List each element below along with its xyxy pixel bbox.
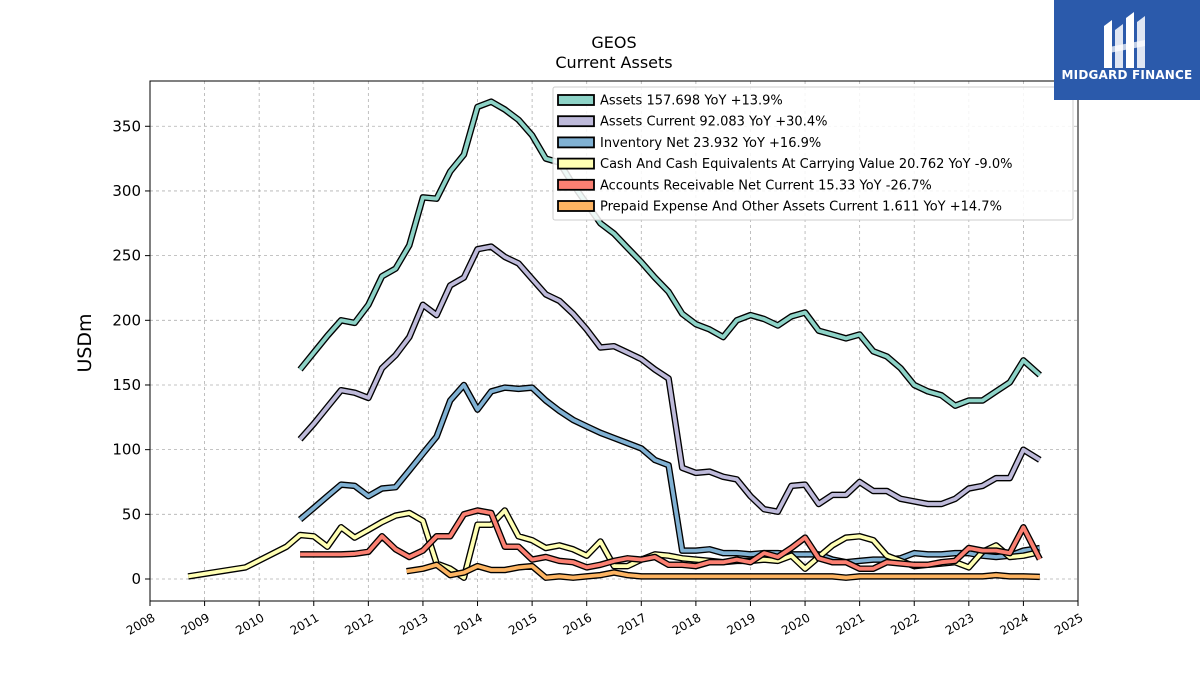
x-tick-label: 2012	[342, 610, 375, 637]
brand-logo: MIDGARD FINANCE	[1054, 0, 1200, 100]
series-line-outline-5	[300, 507, 1043, 572]
y-tick-label: 300	[112, 182, 141, 200]
series-lines	[187, 98, 1043, 581]
midgard-logo-icon	[1104, 12, 1145, 68]
y-tick-label: 350	[112, 117, 141, 135]
brand-name: MIDGARD FINANCE	[1061, 68, 1193, 82]
x-tick-label: 2009	[179, 610, 212, 637]
x-tick-label: 2021	[834, 610, 867, 637]
y-axis-label: USDm	[74, 313, 96, 372]
x-tick-label: 2010	[233, 610, 266, 637]
legend-swatch	[557, 94, 595, 106]
legend-entry: Prepaid Expense And Other Assets Current…	[600, 200, 1002, 215]
y-tick-label: 200	[112, 311, 141, 329]
legend: Assets 157.698 YoY +13.9% Assets Current …	[552, 86, 1074, 221]
legend-swatch	[557, 115, 595, 128]
x-tick-label: 2011	[288, 610, 321, 637]
plot-frame	[149, 80, 1079, 602]
legend-box	[552, 86, 1074, 221]
x-tick-label: 2022	[888, 610, 921, 637]
legend-entry: Assets 157.698 YoY +13.9%	[600, 94, 783, 109]
x-tick-label: 2024	[997, 610, 1030, 637]
y-tick-label: 100	[112, 441, 141, 459]
x-tick-label: 2020	[779, 610, 812, 637]
y-tick-label: 50	[122, 505, 141, 523]
x-tick-label: 2013	[397, 610, 430, 637]
x-tick-label: 2025	[1052, 610, 1085, 637]
y-tick-label: 150	[112, 376, 141, 394]
legend-swatch	[557, 200, 595, 212]
x-tick-label: 2018	[670, 610, 703, 637]
chart-title-ticker: GEOS	[591, 33, 637, 52]
x-tick-label: 2008	[124, 610, 157, 637]
series-line-2	[298, 244, 1041, 514]
series-line-5	[300, 508, 1042, 571]
y-tick-label: 250	[112, 247, 141, 265]
x-tick-label: 2015	[506, 610, 539, 637]
legend-swatch	[557, 157, 595, 170]
series-line-1	[298, 99, 1042, 408]
legend-swatch	[557, 136, 595, 149]
legend-swatch	[557, 178, 595, 191]
x-tick-label: 2019	[725, 610, 758, 637]
legend-entry: Cash And Cash Equivalents At Carrying Va…	[600, 157, 1012, 172]
legend-entry: Assets Current 92.083 YoY +30.4%	[600, 115, 827, 130]
chart-title-metric: Current Assets	[555, 53, 673, 72]
legend-entry: Accounts Receivable Net Current 15.33 Yo…	[600, 178, 932, 193]
series-line-6	[406, 562, 1040, 580]
legend-entry: Inventory Net 23.932 YoY +16.9%	[600, 136, 821, 151]
x-tick-label: 2023	[943, 610, 976, 637]
series-line-3	[298, 383, 1041, 565]
x-tick-label: 2014	[452, 610, 485, 637]
y-tick-label: 0	[131, 570, 141, 588]
x-tick-label: 2017	[615, 610, 648, 637]
x-tick-label: 2016	[561, 610, 594, 637]
